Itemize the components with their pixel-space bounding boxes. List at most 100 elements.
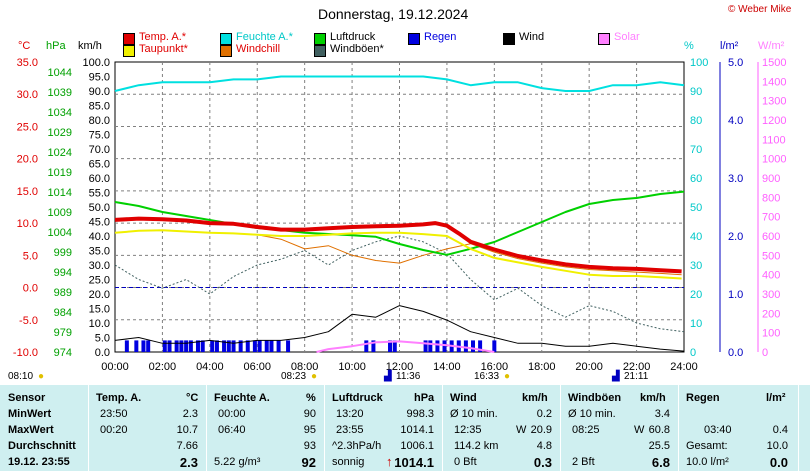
- legend-label-solar: Solar: [614, 31, 640, 43]
- temp-tick-label: 35.0: [17, 57, 38, 69]
- wind-tick-label: 65.0: [89, 159, 110, 171]
- x-tick-label: 16:00: [481, 361, 509, 373]
- wind-tick-label: 100.0: [82, 57, 110, 69]
- rain-icon-2: ▟: [612, 371, 620, 382]
- humidity-unit-label: %: [684, 40, 694, 52]
- rain-bar: [269, 340, 274, 352]
- pressure-tick-label: 1014: [48, 187, 72, 199]
- rain-bar: [134, 340, 139, 352]
- rain-bar: [392, 340, 397, 352]
- wind-tick-label: 50.0: [89, 202, 110, 214]
- gust-current: 6.8: [651, 455, 670, 470]
- solar-tick-label: 1000: [762, 154, 786, 166]
- rain-tick-label: 4.0: [728, 115, 743, 127]
- wind-tick-label: 25.0: [89, 275, 110, 287]
- rain-bar: [371, 340, 376, 352]
- pressure-tick-label: 1024: [48, 147, 72, 159]
- pressure-tick-label: 989: [54, 287, 72, 299]
- wind-unit: km/h: [522, 392, 548, 404]
- rain-bar: [276, 340, 281, 352]
- wind-unit-label: km/h: [78, 40, 102, 52]
- sun-icon: ●: [311, 371, 318, 382]
- temp-min: 2.3: [182, 408, 198, 420]
- wind-tick-label: 85.0: [89, 101, 110, 113]
- rain-bar: [238, 340, 243, 352]
- gust-unit: km/h: [640, 392, 666, 404]
- temp-avg: 7.66: [176, 440, 198, 452]
- pressure-tick-label: 1004: [48, 227, 72, 239]
- wind-tick-label: 0.0: [95, 347, 110, 359]
- legend-swatch-dewpoint: [123, 45, 135, 57]
- gust-head: Windböen: [568, 392, 622, 404]
- gust-max-time: 08:25: [572, 424, 600, 436]
- legend-label-humidity: Feuchte A.*: [236, 31, 293, 43]
- wind-tick-label: 95.0: [89, 72, 110, 84]
- temp-current: 2.3: [179, 455, 198, 470]
- press-max-time: 23:55: [336, 424, 364, 436]
- rain-bar: [478, 340, 483, 352]
- solar-tick-label: 1400: [762, 76, 786, 88]
- gust-max-dir: W: [634, 424, 645, 436]
- humidity-tick-label: 10: [690, 318, 702, 330]
- gust-bft: 2 Bft: [572, 456, 595, 468]
- x-tick-label: 02:00: [149, 361, 177, 373]
- legend-swatch-temp: [123, 33, 135, 45]
- rain-bar: [492, 340, 497, 352]
- x-tick-label: 12:00: [386, 361, 414, 373]
- legend-label-windchill: Windchill: [236, 43, 281, 55]
- x-tick-label: 14:00: [433, 361, 461, 373]
- x-tick-label: 06:00: [243, 361, 271, 373]
- rain-tick-label: 2.0: [728, 231, 743, 243]
- press-forecast: sonnig: [332, 456, 365, 468]
- legend-swatch-rain: [408, 33, 420, 45]
- rain-end-time: 21:11: [624, 371, 649, 382]
- rain-bar: [184, 340, 189, 352]
- humidity-tick-label: 0: [690, 347, 696, 359]
- hum-max-time: 06:40: [218, 424, 246, 436]
- rain-unit-label: l/m²: [720, 40, 739, 52]
- temp-min-time: 23:50: [100, 408, 128, 420]
- wind-avg: 4.8: [536, 440, 552, 452]
- x-tick-label: 04:00: [196, 361, 224, 373]
- stats-table: Sensor MinWert MaxWert Durchschnitt 19.1…: [0, 385, 810, 471]
- humidity-tick-label: 90: [690, 86, 702, 98]
- rain-bar: [167, 340, 172, 352]
- wind-tick-label: 20.0: [89, 289, 110, 301]
- rain-bar: [442, 340, 447, 352]
- wind-tick-label: 10.0: [89, 318, 110, 330]
- press-max: 1014.1: [400, 424, 434, 436]
- sunrise-icon: ●: [38, 371, 45, 382]
- x-tick-label: 10:00: [338, 361, 366, 373]
- chart-title: Donnerstag, 19.12.2024: [318, 6, 469, 22]
- press-min-time: 13:20: [336, 408, 364, 420]
- pressure-unit-label: hPa: [46, 40, 66, 52]
- rain-start-time: 11:36: [396, 371, 421, 382]
- series-line-windben: [114, 235, 685, 333]
- temp-max: 10.7: [176, 424, 198, 436]
- humidity-tick-label: 20: [690, 289, 702, 301]
- press-min: 998.3: [406, 408, 434, 420]
- rain-bar: [428, 340, 433, 352]
- rain-bar: [252, 340, 257, 352]
- legend-label-temp: Temp. A.*: [139, 31, 187, 43]
- temp-tick-label: -10.0: [13, 347, 38, 359]
- x-tick-label: 00:00: [101, 361, 129, 373]
- rain-bar: [188, 340, 193, 352]
- wind-tick-label: 5.0: [95, 333, 110, 345]
- rain-bar: [146, 340, 151, 352]
- pressure-tick-label: 974: [54, 347, 72, 359]
- wind-max-dir: W: [516, 424, 527, 436]
- series-line-luftdruck: [114, 190, 685, 256]
- temp-tick-label: 0.0: [23, 283, 38, 295]
- pressure-tick-label: 1034: [48, 107, 72, 119]
- pressure-tick-label: 984: [54, 307, 72, 319]
- rain-tick-label: 0.0: [728, 347, 743, 359]
- rain-bar: [463, 340, 468, 352]
- wind-tick-label: 45.0: [89, 217, 110, 229]
- rain-bar: [124, 340, 129, 352]
- series-line-solar: [316, 340, 495, 353]
- humidity-tick-label: 50: [690, 202, 702, 214]
- wind-bft: 0 Bft: [454, 456, 477, 468]
- legend-swatch-humidity: [220, 33, 232, 45]
- trend-up-icon: ↑: [386, 454, 393, 469]
